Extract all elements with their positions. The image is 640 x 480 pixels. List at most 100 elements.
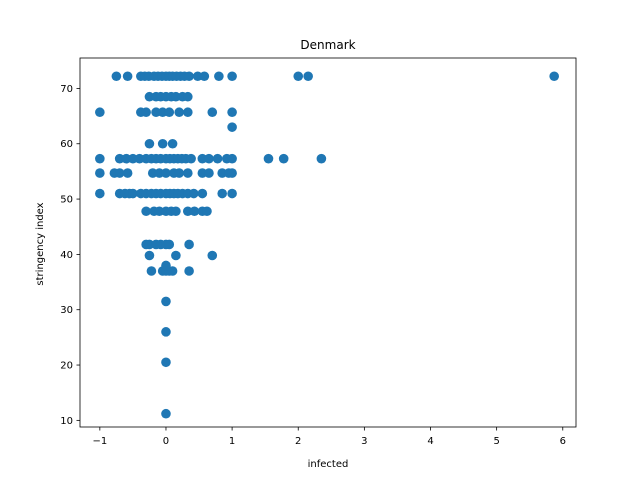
scatter-point: [183, 206, 193, 217]
scatter-point: [144, 250, 155, 261]
scatter-point: [147, 168, 158, 178]
scatter-point: [227, 71, 237, 82]
y-tick-label: 20: [60, 361, 73, 372]
scatter-point: [207, 250, 218, 261]
scatter-point: [192, 71, 203, 82]
scatter-point: [154, 206, 165, 217]
scatter-point: [227, 168, 237, 178]
scatter-point: [188, 188, 199, 199]
scatter-point: [144, 91, 155, 102]
scatter-point: [227, 122, 237, 132]
x-tick-label: 3: [361, 436, 367, 447]
x-tick-label: 2: [295, 436, 301, 447]
y-tick-label: 70: [60, 84, 73, 95]
points-layer: [95, 71, 559, 419]
scatter-point: [202, 206, 212, 217]
y-tick-label: 50: [60, 195, 73, 206]
scatter-point: [114, 153, 125, 164]
x-tick-label: −1: [92, 436, 107, 447]
scatter-point: [134, 153, 145, 164]
scatter-point: [217, 168, 227, 178]
scatter-point: [184, 239, 194, 250]
scatter-point: [217, 188, 227, 199]
scatter-point: [141, 206, 151, 217]
scatter-point: [183, 91, 193, 102]
scatter-point: [303, 71, 313, 82]
scatter-point: [167, 138, 178, 149]
scatter-point: [95, 107, 105, 118]
scatter-point: [214, 71, 224, 82]
scatter-point: [186, 153, 196, 164]
chart-title: Denmark: [300, 38, 355, 52]
scatter-point: [184, 71, 194, 82]
scatter-point: [95, 153, 105, 164]
scatter-point: [212, 153, 223, 164]
x-tick-label: 5: [493, 436, 499, 447]
scatter-point: [189, 206, 200, 217]
y-tick-label: 10: [60, 416, 73, 427]
scatter-point: [227, 107, 237, 118]
scatter-point: [197, 153, 208, 164]
scatter-point: [157, 138, 168, 149]
x-tick-label: 0: [163, 436, 169, 447]
scatter-point: [161, 357, 171, 368]
scatter-point: [549, 71, 559, 82]
scatter-point: [164, 107, 175, 118]
scatter-point: [121, 153, 132, 164]
x-tick-label: 6: [560, 436, 566, 447]
scatter-point: [95, 168, 105, 178]
scatter-point: [174, 168, 184, 178]
scatter-point: [174, 107, 184, 118]
scatter-point: [144, 138, 155, 149]
scatter-point: [122, 71, 133, 82]
x-tick-label: 1: [229, 436, 235, 447]
scatter-point: [171, 250, 181, 261]
scatter-point: [95, 188, 105, 199]
scatter-point: [171, 206, 181, 217]
scatter-point: [111, 71, 122, 82]
scatter-point: [197, 188, 208, 199]
scatter-point: [197, 168, 208, 178]
scatter-point: [171, 91, 181, 102]
scatter-point: [154, 168, 165, 178]
scatter-point: [316, 153, 327, 164]
scatter-point: [157, 107, 168, 118]
scatter-point: [114, 168, 125, 178]
scatter-point: [227, 153, 237, 164]
plot-frame: [79, 57, 577, 428]
scatter-point: [151, 107, 161, 118]
x-tick-label: 4: [427, 436, 433, 447]
scatter-point: [146, 266, 157, 276]
y-axis-label: stringency index: [35, 202, 46, 285]
x-axis-label: infected: [308, 459, 349, 470]
scatter-point: [161, 168, 171, 178]
axes-layer: −1 0 1 2 3 4 5 6 10 20 30 40 50 60 70: [60, 57, 577, 447]
scatter-point: [183, 168, 193, 178]
scatter-point: [263, 153, 274, 164]
scatter-point: [161, 327, 171, 337]
scatter-point: [144, 239, 155, 250]
scatter-point: [128, 153, 138, 164]
scatter-point: [207, 107, 218, 118]
scatter-point: [199, 71, 210, 82]
scatter-point: [141, 107, 151, 118]
y-tick-label: 30: [60, 305, 73, 316]
scatter-point: [161, 408, 171, 419]
scatter-point: [164, 239, 175, 250]
scatter-point: [128, 188, 138, 199]
scatter-point: [167, 266, 178, 276]
scatter-point: [184, 266, 194, 276]
scatter-point: [161, 296, 171, 307]
scatter-point: [204, 153, 214, 164]
scatter-point: [122, 168, 133, 178]
scatter-point: [278, 153, 289, 164]
y-tick-label: 40: [60, 250, 73, 261]
scatter-point: [183, 107, 193, 118]
scatter-point: [227, 188, 237, 199]
scatter-point: [293, 71, 304, 82]
scatter-point: [204, 168, 214, 178]
scatter-point: [161, 260, 171, 271]
y-tick-label: 60: [60, 139, 73, 150]
